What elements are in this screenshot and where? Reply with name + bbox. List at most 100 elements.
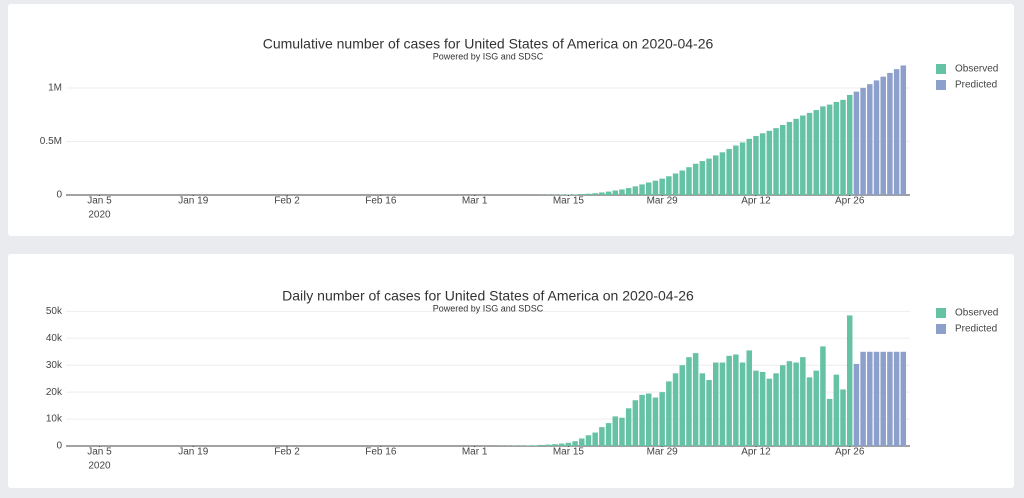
bar bbox=[733, 145, 739, 195]
bar bbox=[793, 118, 799, 195]
y-tick-label: 0.5M bbox=[40, 136, 62, 147]
x-tick-label: Feb 16 bbox=[365, 196, 397, 207]
x-tick-label: Apr 26 bbox=[835, 447, 865, 458]
x-tick-year: 2020 bbox=[88, 461, 111, 472]
bar bbox=[867, 84, 873, 195]
bar bbox=[585, 193, 592, 195]
bar bbox=[759, 133, 766, 195]
bar bbox=[599, 427, 605, 446]
bar bbox=[893, 69, 900, 195]
bar bbox=[552, 444, 558, 446]
bar bbox=[806, 377, 813, 446]
bar bbox=[893, 351, 900, 446]
bar bbox=[813, 110, 819, 195]
bar bbox=[632, 400, 639, 446]
chart-subtitle: Powered by ISG and SDSC bbox=[433, 51, 544, 61]
legend-label: Observed bbox=[955, 64, 998, 75]
bar bbox=[759, 371, 766, 446]
bar bbox=[739, 362, 746, 446]
bar bbox=[652, 180, 659, 195]
bar bbox=[860, 351, 866, 446]
bar bbox=[766, 130, 773, 195]
bar bbox=[679, 365, 686, 446]
bar bbox=[806, 112, 813, 195]
x-tick-label: Mar 15 bbox=[553, 447, 585, 458]
bar bbox=[699, 161, 706, 195]
bar bbox=[612, 416, 619, 446]
bar bbox=[900, 65, 907, 195]
y-tick-label: 0 bbox=[56, 190, 62, 201]
x-tick-label: Mar 1 bbox=[462, 196, 488, 207]
bar bbox=[599, 192, 605, 195]
bar bbox=[692, 163, 699, 195]
x-tick-year: 2020 bbox=[88, 210, 111, 221]
bar bbox=[532, 445, 538, 446]
bar bbox=[853, 363, 860, 446]
bar bbox=[820, 106, 826, 195]
bar bbox=[565, 442, 572, 446]
bar bbox=[853, 91, 860, 195]
bar bbox=[538, 444, 545, 446]
bar bbox=[692, 353, 699, 446]
bar bbox=[726, 355, 732, 446]
bar bbox=[612, 190, 619, 195]
bar bbox=[820, 346, 826, 446]
legend-swatch bbox=[936, 80, 946, 90]
x-tick-label: Jan 19 bbox=[178, 447, 208, 458]
bar bbox=[666, 381, 672, 446]
bar bbox=[719, 362, 726, 446]
bar bbox=[887, 72, 893, 195]
bar bbox=[773, 373, 779, 446]
bar bbox=[833, 374, 840, 446]
bar bbox=[686, 167, 692, 195]
bar bbox=[652, 397, 659, 446]
bar bbox=[746, 350, 752, 446]
y-tick-label: 50k bbox=[46, 306, 63, 317]
bar bbox=[579, 438, 585, 446]
y-tick-label: 10k bbox=[46, 414, 63, 425]
bar bbox=[739, 142, 746, 195]
bar bbox=[639, 394, 645, 446]
bar bbox=[793, 362, 799, 446]
chart-subtitle: Powered by ISG and SDSC bbox=[433, 303, 544, 313]
legend-swatch bbox=[936, 308, 946, 318]
x-tick-label: Jan 5 bbox=[87, 447, 112, 458]
bar bbox=[619, 417, 625, 446]
bar bbox=[733, 354, 739, 446]
bar bbox=[873, 80, 880, 195]
bar bbox=[632, 186, 639, 195]
bar bbox=[572, 441, 578, 446]
chart-title: Cumulative number of cases for United St… bbox=[263, 36, 714, 52]
y-tick-label: 1M bbox=[48, 83, 62, 94]
y-tick-label: 0 bbox=[56, 441, 62, 452]
bar bbox=[605, 191, 612, 195]
bar bbox=[672, 173, 679, 195]
x-tick-label: Apr 12 bbox=[741, 196, 771, 207]
bar bbox=[712, 362, 719, 446]
legend-label: Observed bbox=[955, 308, 998, 319]
legend-label: Predicted bbox=[955, 324, 997, 335]
bar bbox=[719, 152, 726, 195]
x-tick-label: Mar 1 bbox=[462, 447, 488, 458]
bar bbox=[786, 361, 793, 446]
bar bbox=[646, 393, 652, 446]
bar bbox=[813, 370, 819, 446]
bar bbox=[880, 76, 886, 195]
bar bbox=[672, 373, 679, 446]
bar bbox=[800, 357, 806, 446]
bar bbox=[826, 398, 833, 446]
y-tick-label: 20k bbox=[46, 387, 63, 398]
bar bbox=[659, 392, 665, 446]
x-tick-label: Feb 2 bbox=[274, 447, 300, 458]
legend-label: Predicted bbox=[955, 80, 997, 91]
x-tick-label: Apr 26 bbox=[835, 196, 865, 207]
bar bbox=[840, 99, 846, 195]
x-tick-label: Mar 29 bbox=[647, 196, 679, 207]
bar bbox=[625, 188, 632, 195]
bar bbox=[639, 184, 645, 195]
bar bbox=[625, 408, 632, 446]
x-tick-label: Feb 2 bbox=[274, 196, 300, 207]
bar bbox=[779, 125, 786, 195]
